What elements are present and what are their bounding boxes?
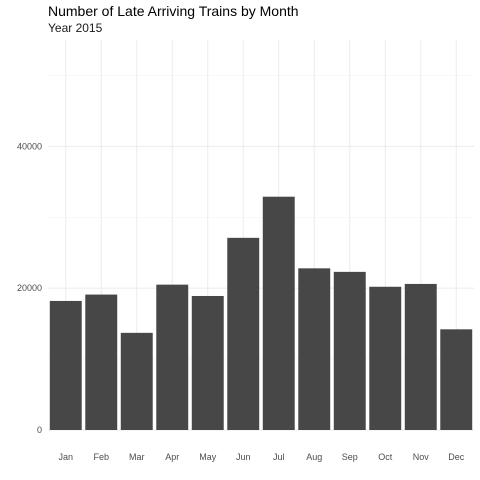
x-tick-label: Feb <box>93 452 109 462</box>
x-tick-label: Mar <box>129 452 145 462</box>
y-tick-label: 20000 <box>17 283 42 293</box>
x-tick-label: Jul <box>273 452 285 462</box>
bar-jan <box>49 300 82 430</box>
x-tick-label: Dec <box>448 452 465 462</box>
chart-title: Number of Late Arriving Trains by Month <box>48 3 299 19</box>
x-tick-label: Jun <box>236 452 251 462</box>
y-axis-ticks: 0 20000 40000 <box>17 141 42 435</box>
bar-sep <box>333 271 366 430</box>
bar-apr <box>156 284 189 430</box>
x-tick-label: Apr <box>165 452 179 462</box>
bar-aug <box>298 268 331 430</box>
y-tick-label: 0 <box>37 425 42 435</box>
x-tick-label: Nov <box>413 452 430 462</box>
x-tick-label: Jan <box>58 452 73 462</box>
x-tick-label: Oct <box>378 452 393 462</box>
x-axis-ticks: Jan Feb Mar Apr May Jun Jul Aug Sep Oct Nov Dec <box>58 452 464 462</box>
bar-nov <box>404 283 437 430</box>
bar-jul <box>262 196 295 430</box>
bar-mar <box>120 332 153 430</box>
bar-feb <box>85 294 118 430</box>
y-tick-label: 40000 <box>17 141 42 151</box>
x-tick-label: May <box>199 452 217 462</box>
chart-subtitle: Year 2015 <box>48 21 103 35</box>
x-tick-label: Sep <box>342 452 358 462</box>
bar-may <box>191 295 224 430</box>
bar-dec <box>440 329 473 430</box>
bars <box>49 196 473 430</box>
bar-jun <box>227 237 260 430</box>
bar-oct <box>369 286 402 430</box>
x-tick-label: Aug <box>306 452 322 462</box>
